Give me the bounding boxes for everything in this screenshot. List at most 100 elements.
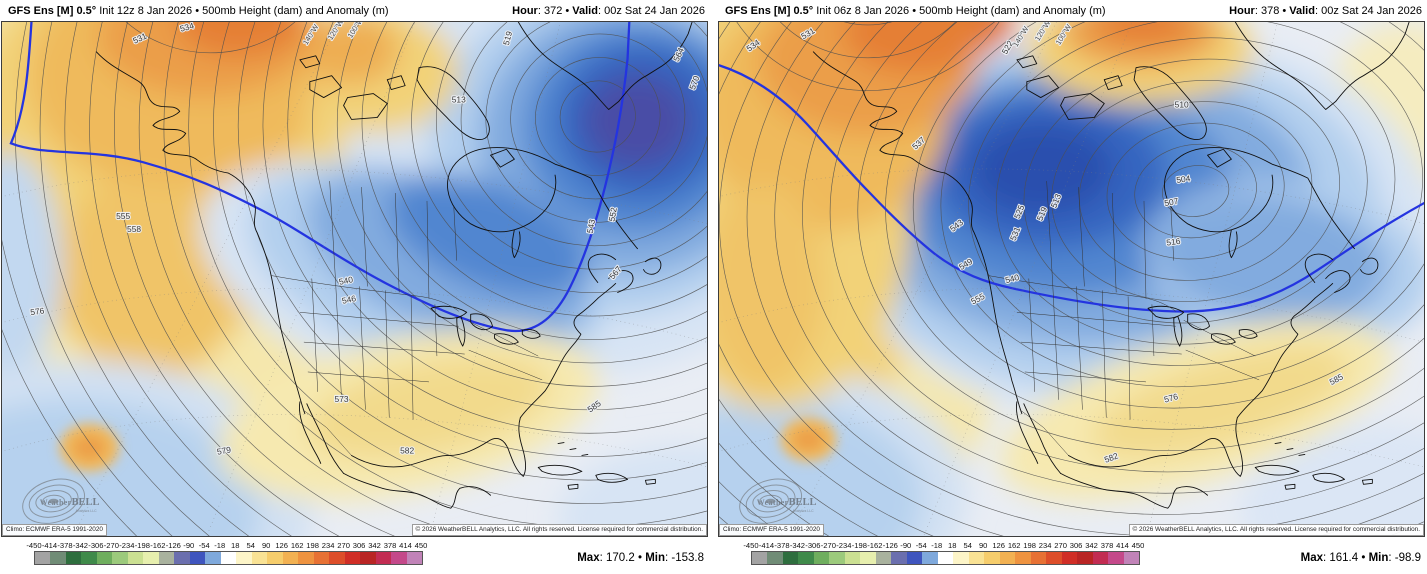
colorbar-segment <box>189 552 206 564</box>
height-contour-line <box>829 22 1424 473</box>
height-contour-line <box>912 22 1424 409</box>
colorbar-tick: 54 <box>963 541 972 550</box>
colorbar-tick: 342 <box>368 541 381 550</box>
colorbar-tick: 90 <box>978 541 988 550</box>
colorbar-tick: 18 <box>231 541 240 550</box>
height-contours <box>719 22 1424 536</box>
colorbar-tick: -270 <box>103 541 119 550</box>
colorbar-tick: -234 <box>119 541 135 550</box>
colorbar-tick: -126 <box>882 541 898 550</box>
copyright-note: © 2026 WeatherBELL Analytics, LLC. All r… <box>411 524 707 536</box>
colorbar-tick: -450 <box>26 541 42 550</box>
colorbar-segment <box>844 552 861 564</box>
colorbar-segment <box>1015 552 1032 564</box>
colorbar-tick: -90 <box>183 541 195 550</box>
contour-label: 513 <box>452 95 466 105</box>
height-contour-line <box>843 22 893 26</box>
colorbar-tick: -414 <box>41 541 58 550</box>
height-contour-line <box>336 22 707 364</box>
colorbar-segment <box>875 552 892 564</box>
colorbar-segment <box>81 552 98 564</box>
colorbar-tick: 306 <box>352 541 366 550</box>
panel-hour-valid: Hour: 378 • Valid: 00z Sat 24 Jan 2026 <box>1229 4 1422 17</box>
height-contour-line <box>1134 143 1257 239</box>
height-contour-line <box>779 22 956 59</box>
height-contour-line <box>287 22 707 411</box>
colorbar-tick: -378 <box>57 541 73 550</box>
height-contour-line <box>163 22 707 528</box>
colorbar-segment <box>1061 552 1078 564</box>
height-contour-line <box>213 22 707 481</box>
panel-title: GFS Ens [M] 0.5° Init 06z 8 Jan 2026 • 5… <box>725 4 1106 17</box>
colorbar-segment <box>813 552 830 564</box>
colorbar-tick: -198 <box>134 541 150 550</box>
colorbar-tick: -378 <box>774 541 790 550</box>
height-contour-line <box>1162 165 1230 217</box>
height-contour-line <box>736 22 1000 91</box>
climo-note: Climo: ECMWF ERA-5 1991-2020 <box>719 524 824 536</box>
height-contour-line <box>719 22 1424 536</box>
colorbar-tick: -18 <box>214 541 226 550</box>
colorbar-tick: -90 <box>900 541 912 550</box>
height-contour-line <box>802 22 1424 494</box>
colorbar-tick: 126 <box>992 541 1005 550</box>
colorbar-segment <box>267 552 284 564</box>
colorbar-segment <box>375 552 392 564</box>
colorbar-gradient <box>751 551 1140 565</box>
colorbar-tick: -270 <box>820 541 836 550</box>
colorbar-tick: 450 <box>414 541 428 550</box>
height-contour-line <box>361 22 707 340</box>
colorbar-segment <box>752 552 768 564</box>
height-contour-line <box>138 22 707 536</box>
colorbar-segment <box>220 552 237 564</box>
height-contours <box>2 22 707 536</box>
contour-label: 510 <box>1175 99 1189 109</box>
colorbar-tick: 162 <box>1007 541 1021 550</box>
height-contour-line <box>262 22 707 434</box>
colorbar-segment <box>344 552 361 564</box>
height-contour-line <box>312 22 707 387</box>
colorbar-segment <box>298 552 315 564</box>
colorbar-segment <box>65 552 82 564</box>
colorbar-tick: 198 <box>306 541 319 550</box>
height-contour-line <box>1023 58 1368 324</box>
colorbar-tick: 414 <box>1116 541 1129 550</box>
panel-header: GFS Ens [M] 0.5° Init 06z 8 Jan 2026 • 5… <box>717 0 1427 21</box>
colorbar-segment <box>937 552 954 564</box>
height-contour-line <box>535 57 661 176</box>
colorbar-tick: -18 <box>931 541 943 550</box>
colorbar-tick: 126 <box>275 541 288 550</box>
colorbar-tick: -234 <box>836 541 852 550</box>
contour-label: 576 <box>1163 391 1179 404</box>
height-contour-line <box>188 22 707 504</box>
height-contour-line <box>436 22 707 270</box>
height-contour-line <box>968 22 1423 366</box>
anomaly-colorbar: -450 -414 -378 -342 -306 -270 -234 -198 -162 -126… <box>0 538 470 574</box>
height-contour-line <box>2 22 707 536</box>
contour-label: 552 <box>607 206 619 222</box>
contour-label: 582 <box>400 445 414 455</box>
colorbar-segment <box>406 552 423 564</box>
contour-label: 579 <box>216 444 232 456</box>
thick-540-contour <box>719 64 1424 313</box>
colorbar-tick: 270 <box>337 541 350 550</box>
height-contour-line <box>39 22 707 536</box>
anomaly-colorbar: -450 -414 -378 -342 -306 -270 -234 -198 -162 -126… <box>717 538 1187 574</box>
contour-label: 504 <box>1176 173 1192 185</box>
colorbar-tick: 450 <box>1131 541 1145 550</box>
panel-title: GFS Ens [M] 0.5° Init 12z 8 Jan 2026 • 5… <box>8 4 389 17</box>
panel-hour-valid: Hour: 372 • Valid: 00z Sat 24 Jan 2026 <box>512 4 705 17</box>
colorbar-tick: -306 <box>88 541 104 550</box>
colorbar-tick: -54 <box>198 541 210 550</box>
colorbar-segment <box>1123 552 1140 564</box>
colorbar-tick: 18 <box>948 541 957 550</box>
colorbar-segment <box>968 552 985 564</box>
climo-note: Climo: ECMWF ERA-5 1991-2020 <box>2 524 107 536</box>
colorbar-tick: -54 <box>915 541 927 550</box>
colorbar-segment <box>313 552 330 564</box>
contour-label: 540 <box>1004 272 1020 285</box>
height-contour-line <box>1051 80 1340 302</box>
colorbar-tick: -162 <box>150 541 166 550</box>
height-contour-line <box>64 22 707 536</box>
colorbar-segment <box>953 552 970 564</box>
